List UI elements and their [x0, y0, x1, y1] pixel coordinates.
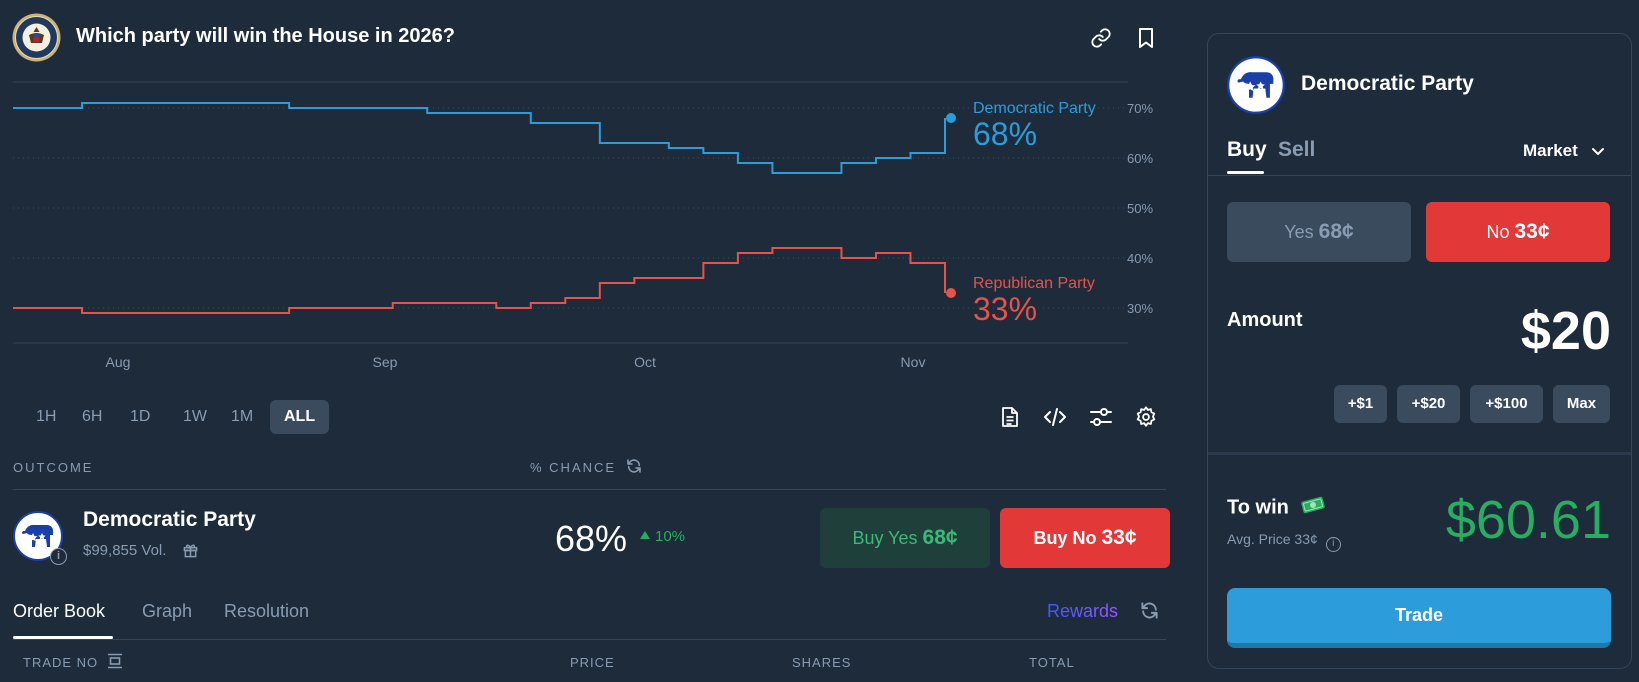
timeframe-all[interactable]: ALL	[270, 400, 330, 434]
tab-resolution[interactable]: Resolution	[224, 601, 310, 621]
panel-donkey-avatar	[1227, 56, 1285, 114]
price-column-header: PRICE	[570, 655, 615, 670]
y-tick-label: 30%	[1127, 301, 1153, 316]
buy-no-label: Buy No	[1033, 528, 1097, 548]
bookmark-icon[interactable]	[1136, 27, 1156, 49]
avg-price-info-icon[interactable]: i	[1325, 537, 1341, 552]
market-seal-icon	[12, 13, 61, 62]
order-type-value: Market	[1523, 141, 1578, 160]
yes-price: 68¢	[1318, 220, 1354, 243]
series-line-democratic	[13, 102, 946, 174]
outcome-name: Democratic Party	[83, 508, 256, 531]
democratic-donkey-avatar	[13, 511, 63, 561]
timeframe-1w[interactable]: 1W	[183, 408, 207, 425]
outcome-chance: 68%	[555, 518, 628, 559]
x-tick-label: Sep	[373, 354, 398, 370]
settings-gear-icon[interactable]	[1135, 406, 1157, 428]
avg-price-text: Avg. Price 33¢	[1227, 531, 1318, 547]
quick-amount-1[interactable]: +$1	[1334, 385, 1387, 423]
no-outcome-button[interactable]: No 33¢	[1426, 202, 1610, 262]
series-name-label: Democratic Party	[973, 100, 1096, 117]
gift-icon[interactable]	[183, 543, 198, 558]
no-label: No	[1486, 222, 1510, 242]
to-win-label: To win	[1227, 496, 1326, 520]
rewards-link[interactable]: Rewards	[1047, 601, 1119, 621]
buy-tab-underline	[1227, 171, 1264, 174]
divider	[13, 489, 1166, 490]
chance-change: 10%	[655, 528, 686, 545]
money-icon	[1300, 496, 1326, 520]
outcome-column-header: OUTCOME	[13, 460, 94, 475]
y-tick-label: 70%	[1127, 101, 1153, 116]
outcome-volume: $99,855 Vol.	[83, 542, 167, 559]
timeframe-1h[interactable]: 1H	[36, 408, 57, 425]
timeframe-1m[interactable]: 1M	[231, 408, 254, 425]
timeframe-1d[interactable]: 1D	[130, 408, 151, 425]
chevron-down-icon	[1591, 147, 1604, 155]
trade-panel: Democratic Party Buy Sell Market Yes 68¢…	[1207, 33, 1632, 669]
to-win-text: To win	[1227, 496, 1289, 519]
timeframe-6h[interactable]: 6H	[82, 408, 103, 425]
buy-yes-button[interactable]: Buy Yes 68¢	[820, 508, 990, 568]
avg-price: Avg. Price 33¢ i	[1227, 531, 1341, 552]
series-line-republican	[13, 247, 946, 314]
tab-order-book[interactable]: Order Book	[13, 601, 106, 621]
chance-up-arrow-icon	[640, 531, 650, 539]
filter-sliders-icon[interactable]	[1090, 407, 1112, 427]
yes-label: Yes	[1284, 222, 1314, 242]
y-tick-label: 50%	[1127, 201, 1153, 216]
amount-input[interactable]: $20	[1520, 301, 1611, 361]
buy-yes-price: 68¢	[922, 526, 958, 549]
x-tick-label: Oct	[634, 354, 656, 370]
to-win-value: $60.61	[1445, 490, 1611, 550]
price-history-chart: 70% 60% 50% 40% 30% Aug Sep Oct Nov Democratic …	[13, 81, 1153, 370]
panel-title: Democratic Party	[1301, 72, 1474, 95]
embed-code-icon[interactable]	[1044, 407, 1066, 427]
tabs-divider	[13, 639, 1166, 640]
trade-column-header: TRADE NO	[23, 655, 99, 670]
total-column-header: TOTAL	[1029, 655, 1075, 670]
document-icon[interactable]	[1000, 406, 1020, 428]
center-align-icon[interactable]	[107, 653, 123, 669]
buy-yes-label: Buy Yes	[852, 528, 918, 548]
x-tick-label: Nov	[901, 354, 926, 370]
x-tick-label: Aug	[106, 354, 131, 370]
tab-graph[interactable]: Graph	[142, 601, 193, 621]
y-tick-label: 40%	[1127, 251, 1153, 266]
y-tick-label: 60%	[1127, 151, 1153, 166]
amount-label: Amount	[1227, 309, 1303, 331]
copy-link-icon[interactable]	[1090, 27, 1112, 49]
quick-amount-20[interactable]: +$20	[1397, 385, 1460, 423]
refresh-icon[interactable]	[626, 458, 642, 474]
quick-amount-100[interactable]: +$100	[1470, 385, 1543, 423]
outcome-row[interactable]: i Democratic Party $99,855 Vol. 68% 10% …	[0, 490, 1170, 580]
series-name-label: Republican Party	[973, 275, 1095, 292]
buy-no-button[interactable]: Buy No 33¢	[1000, 508, 1170, 568]
series-endpoint-dot	[946, 113, 956, 123]
panel-tabs-divider	[1208, 175, 1631, 176]
no-price: 33¢	[1514, 220, 1550, 243]
series-value-label: 33%	[973, 291, 1037, 327]
buy-tab[interactable]: Buy	[1227, 138, 1267, 161]
page-title: Which party will win the House in 2026?	[76, 25, 455, 47]
yes-outcome-button[interactable]: Yes 68¢	[1227, 202, 1411, 262]
panel-section-divider	[1208, 452, 1631, 455]
trade-button[interactable]: Trade	[1227, 588, 1611, 648]
series-endpoint-dot	[946, 288, 956, 298]
buy-no-price: 33¢	[1101, 526, 1137, 549]
trade-button-label: Trade	[1394, 605, 1444, 625]
active-tab-underline	[13, 636, 113, 639]
shares-column-header: SHARES	[792, 655, 852, 670]
quick-amount-max[interactable]: Max	[1553, 385, 1610, 423]
chance-column-header: % CHANCE	[530, 460, 617, 475]
rewards-refresh-icon[interactable]	[1140, 601, 1159, 620]
series-value-label: 68%	[973, 116, 1037, 152]
sell-tab[interactable]: Sell	[1278, 138, 1316, 161]
info-icon[interactable]: i	[50, 548, 67, 565]
order-type-select[interactable]: Market	[1523, 141, 1605, 161]
